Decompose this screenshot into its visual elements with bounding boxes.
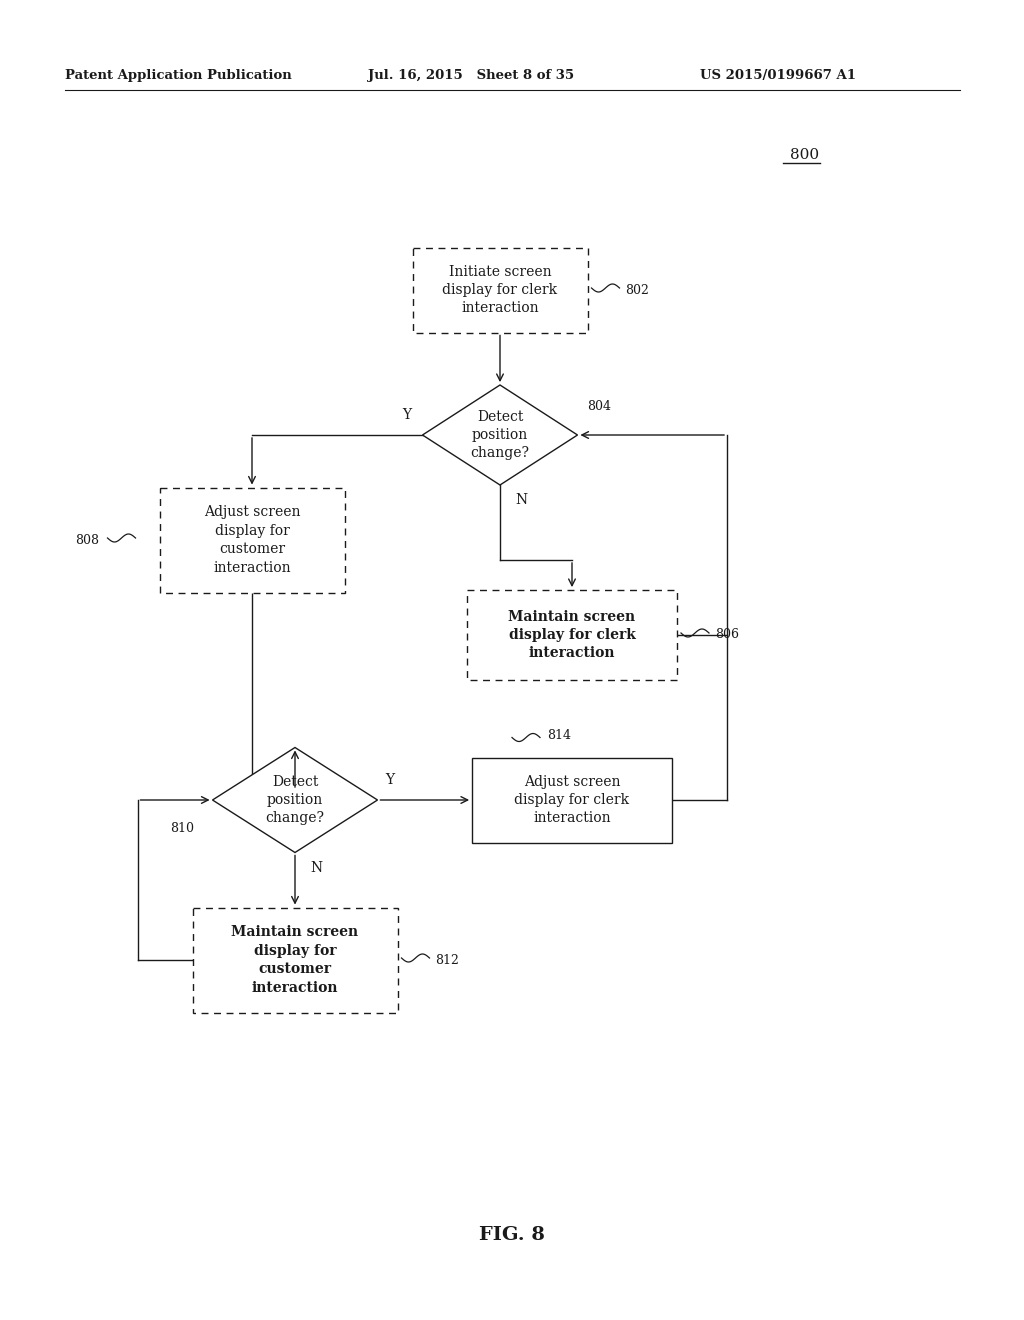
Text: Adjust screen
display for
customer
interaction: Adjust screen display for customer inter… <box>204 506 300 574</box>
Text: 814: 814 <box>547 729 571 742</box>
Text: FIG. 8: FIG. 8 <box>479 1226 545 1243</box>
FancyBboxPatch shape <box>472 758 672 842</box>
Text: 802: 802 <box>626 284 649 297</box>
Text: Detect
position
change?: Detect position change? <box>470 409 529 461</box>
Text: N: N <box>515 492 527 507</box>
FancyBboxPatch shape <box>467 590 677 680</box>
Text: 806: 806 <box>715 628 739 642</box>
Polygon shape <box>423 385 578 484</box>
Text: Jul. 16, 2015   Sheet 8 of 35: Jul. 16, 2015 Sheet 8 of 35 <box>368 69 574 82</box>
Text: Adjust screen
display for clerk
interaction: Adjust screen display for clerk interact… <box>514 775 630 825</box>
Text: Detect
position
change?: Detect position change? <box>265 775 325 825</box>
Text: Y: Y <box>385 774 394 787</box>
Text: Maintain screen
display for
customer
interaction: Maintain screen display for customer int… <box>231 925 358 994</box>
Text: 808: 808 <box>76 533 99 546</box>
Text: Initiate screen
display for clerk
interaction: Initiate screen display for clerk intera… <box>442 264 557 315</box>
Text: 812: 812 <box>435 953 460 966</box>
FancyBboxPatch shape <box>193 908 397 1012</box>
Text: 800: 800 <box>790 148 819 162</box>
Text: Patent Application Publication: Patent Application Publication <box>65 69 292 82</box>
FancyBboxPatch shape <box>413 248 588 333</box>
FancyBboxPatch shape <box>160 487 344 593</box>
Text: N: N <box>310 861 323 874</box>
Text: Maintain screen
display for clerk
interaction: Maintain screen display for clerk intera… <box>509 610 636 660</box>
Text: 804: 804 <box>588 400 611 413</box>
Text: Y: Y <box>402 408 412 422</box>
Text: 810: 810 <box>171 821 195 834</box>
Text: US 2015/0199667 A1: US 2015/0199667 A1 <box>700 69 856 82</box>
Polygon shape <box>213 747 378 853</box>
